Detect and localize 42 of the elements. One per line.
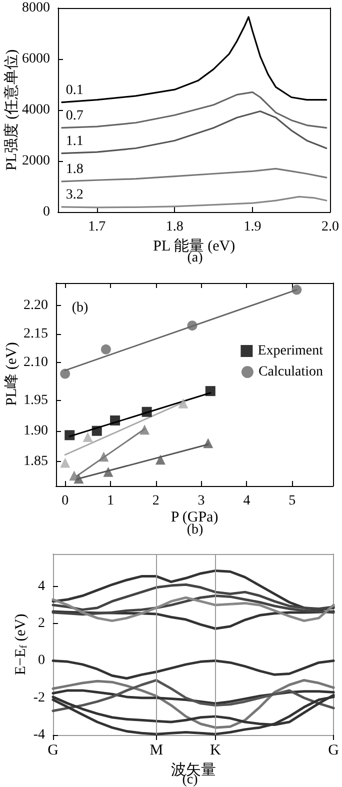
y-tick-label: 2.15 [24,326,48,342]
x-tick-label: 4 [243,494,250,508]
x-tick-label: K [210,742,222,758]
y-tick-label: -2 [33,690,45,706]
x-tick-label: 1 [106,494,114,508]
x-tick-label: 1.9 [244,220,262,234]
x-tick-label: 1.7 [88,220,106,234]
x-tick-label: 0 [62,494,69,508]
y-tick-label: 0 [38,653,45,668]
y-tick-label: 2.20 [24,298,48,314]
legend-label: Experiment [258,344,324,358]
x-tick-label: G [48,742,59,758]
x-tick-label: 1.8 [166,220,184,234]
y-tick-label: 1.90 [24,423,48,438]
x-tick-label: 3 [198,494,205,508]
legend-label: Calculation [258,364,324,380]
y-tick-label: 2000 [22,154,50,168]
y-axis-title: PL强度 (任意单位) [3,49,20,171]
series-label: 1.1 [66,134,84,149]
x-tick-label: M [150,742,164,758]
x-tick-label: 5 [288,494,296,508]
x-tick-label: G [328,742,340,758]
annotation: (b) [72,300,88,316]
y-tick-label: 2.10 [24,354,48,370]
y-tick-label: 8000 [22,0,50,16]
y-tick-label: 4 [38,578,45,594]
x-axis-title: P (GPa) [170,510,218,526]
x-tick-label: 2 [152,494,160,508]
y-tick-label: 4000 [22,102,50,118]
y-tick-label: 1.95 [24,392,48,408]
x-tick-label: 2.0 [322,220,339,234]
y-tick-label: 6000 [22,52,50,66]
series-label: 3.2 [66,187,84,202]
y-tick-label: 0 [43,204,50,220]
y-axis-title: PL峰 (eV) [3,342,20,406]
y-tick-label: -4 [33,728,45,742]
y-tick-label: 1.85 [24,454,48,469]
y-axis-title: E−Ef (eV) [13,614,30,676]
series-label: 1.8 [66,162,84,177]
y-tick-label: 2 [38,616,45,632]
series-label: 0.7 [66,108,84,124]
series-label: 0.1 [66,82,84,98]
